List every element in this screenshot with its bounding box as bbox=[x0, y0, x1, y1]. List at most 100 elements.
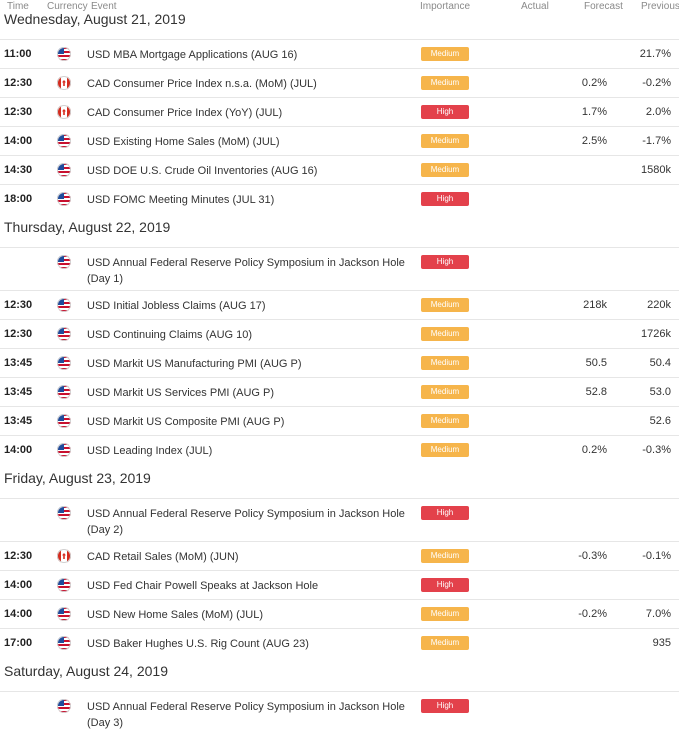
us-flag-icon bbox=[57, 47, 71, 61]
previous-value: 21.7% bbox=[639, 48, 671, 60]
table-row[interactable]: 12:30 CAD Consumer Price Index (YoY) (JUL… bbox=[0, 97, 679, 127]
day-heading-label: Saturday, August 24, 2019 bbox=[4, 663, 168, 679]
table-row[interactable]: 14:00 USD Existing Home Sales (MoM) (JUL)… bbox=[0, 126, 679, 156]
event-name[interactable]: USD Annual Federal Reserve Policy Sympos… bbox=[87, 257, 405, 285]
us-flag-icon bbox=[57, 327, 71, 341]
table-row[interactable]: 13:45 USD Markit US Manufacturing PMI (AU… bbox=[0, 348, 679, 378]
table-row[interactable]: 14:30 USD DOE U.S. Crude Oil Inventories … bbox=[0, 155, 679, 185]
importance-badge: Medium bbox=[421, 356, 469, 370]
event-time: 13:45 bbox=[4, 386, 33, 398]
event-time: 14:00 bbox=[4, 444, 33, 456]
event-time: 13:45 bbox=[4, 357, 33, 369]
event-name[interactable]: USD MBA Mortgage Applications (AUG 16) bbox=[87, 49, 298, 61]
event-time: 14:00 bbox=[4, 608, 33, 620]
us-flag-icon bbox=[57, 385, 71, 399]
forecast-value: -0.3% bbox=[578, 550, 607, 562]
us-flag-icon bbox=[57, 192, 71, 206]
previous-value: 220k bbox=[647, 299, 671, 311]
importance-badge: Medium bbox=[421, 549, 469, 563]
previous-value: -0.3% bbox=[642, 444, 671, 456]
table-row[interactable]: USD Annual Federal Reserve Policy Sympos… bbox=[0, 691, 679, 735]
importance-badge: Medium bbox=[421, 298, 469, 312]
forecast-value: 1.7% bbox=[581, 106, 607, 118]
us-flag-icon bbox=[57, 578, 71, 592]
event-time: 11:00 bbox=[4, 48, 32, 60]
day-heading-label: Thursday, August 22, 2019 bbox=[4, 219, 171, 235]
header-time: Time bbox=[7, 1, 29, 12]
previous-value: 7.0% bbox=[645, 608, 671, 620]
event-name[interactable]: USD Markit US Services PMI (AUG P) bbox=[87, 387, 275, 399]
forecast-value: -0.2% bbox=[578, 608, 607, 620]
us-flag-icon bbox=[57, 356, 71, 370]
event-time: 12:30 bbox=[4, 299, 33, 311]
table-row[interactable]: 11:00 USD MBA Mortgage Applications (AUG … bbox=[0, 39, 679, 69]
header-importance: Importance bbox=[420, 1, 471, 12]
importance-badge: High bbox=[421, 105, 469, 119]
importance-badge: Medium bbox=[421, 327, 469, 341]
event-name[interactable]: CAD Consumer Price Index (YoY) (JUL) bbox=[87, 107, 283, 119]
forecast-value: 218k bbox=[583, 299, 607, 311]
table-row[interactable]: 12:30 USD Continuing Claims (AUG 10) Mediu… bbox=[0, 319, 679, 349]
canada-flag-icon bbox=[57, 105, 71, 119]
previous-value: 1726k bbox=[641, 328, 671, 340]
table-row[interactable]: 14:00 USD New Home Sales (MoM) (JUL) Mediu… bbox=[0, 599, 679, 629]
previous-value: 1580k bbox=[641, 164, 671, 176]
event-name[interactable]: USD Initial Jobless Claims (AUG 17) bbox=[87, 300, 266, 312]
event-name[interactable]: USD Existing Home Sales (MoM) (JUL) bbox=[87, 136, 280, 148]
us-flag-icon bbox=[57, 636, 71, 650]
header-previous: Previous bbox=[641, 1, 679, 12]
header-forecast: Forecast bbox=[584, 1, 623, 12]
importance-badge: High bbox=[421, 506, 469, 520]
table-row[interactable]: 12:30 USD Initial Jobless Claims (AUG 17)… bbox=[0, 290, 679, 320]
previous-value: -0.1% bbox=[642, 550, 671, 562]
importance-badge: Medium bbox=[421, 385, 469, 399]
event-time: 13:45 bbox=[4, 415, 33, 427]
table-row[interactable]: USD Annual Federal Reserve Policy Sympos… bbox=[0, 498, 679, 542]
table-row[interactable]: 13:45 USD Markit US Services PMI (AUG P) M… bbox=[0, 377, 679, 407]
day-heading-label: Wednesday, August 21, 2019 bbox=[4, 11, 186, 27]
importance-badge: High bbox=[421, 578, 469, 592]
event-name[interactable]: USD New Home Sales (MoM) (JUL) bbox=[87, 609, 264, 621]
event-name[interactable]: USD Leading Index (JUL) bbox=[87, 445, 213, 457]
table-row[interactable]: 12:30 CAD Consumer Price Index n.s.a. (Mo… bbox=[0, 68, 679, 98]
event-name[interactable]: USD Fed Chair Powell Speaks at Jackson H… bbox=[87, 580, 319, 592]
table-row[interactable]: USD Annual Federal Reserve Policy Sympos… bbox=[0, 247, 679, 291]
event-name[interactable]: USD Markit US Composite PMI (AUG P) bbox=[87, 416, 285, 428]
event-time: 17:00 bbox=[4, 637, 33, 649]
event-time: 14:00 bbox=[4, 135, 33, 147]
table-row[interactable]: 12:30 CAD Retail Sales (MoM) (JUN) Medium -… bbox=[0, 541, 679, 571]
forecast-value: 52.8 bbox=[585, 386, 607, 398]
importance-badge: High bbox=[421, 192, 469, 206]
event-name[interactable]: USD FOMC Meeting Minutes (JUL 31) bbox=[87, 194, 275, 206]
event-time: 14:00 bbox=[4, 579, 33, 591]
event-name[interactable]: CAD Consumer Price Index n.s.a. (MoM) (J… bbox=[87, 78, 317, 90]
us-flag-icon bbox=[57, 134, 71, 148]
previous-value: -1.7% bbox=[642, 135, 671, 147]
event-time: 12:30 bbox=[4, 77, 33, 89]
event-name[interactable]: USD DOE U.S. Crude Oil Inventories (AUG … bbox=[87, 165, 318, 177]
event-name[interactable]: USD Markit US Manufacturing PMI (AUG P) bbox=[87, 358, 302, 370]
previous-value: -0.2% bbox=[642, 77, 671, 89]
table-row[interactable]: 14:00 USD Fed Chair Powell Speaks at Jack… bbox=[0, 570, 679, 600]
event-name[interactable]: USD Annual Federal Reserve Policy Sympos… bbox=[87, 701, 405, 729]
canada-flag-icon bbox=[57, 76, 71, 90]
event-name[interactable]: USD Continuing Claims (AUG 10) bbox=[87, 329, 253, 341]
event-name[interactable]: USD Annual Federal Reserve Policy Sympos… bbox=[87, 508, 405, 536]
event-name[interactable]: USD Baker Hughes U.S. Rig Count (AUG 23) bbox=[87, 638, 309, 650]
event-name[interactable]: CAD Retail Sales (MoM) (JUN) bbox=[87, 551, 239, 563]
table-row[interactable]: 18:00 USD FOMC Meeting Minutes (JUL 31) Hi… bbox=[0, 184, 679, 214]
importance-badge: Medium bbox=[421, 76, 469, 90]
previous-value: 50.4 bbox=[649, 357, 671, 369]
table-row[interactable]: 14:00 USD Leading Index (JUL) Medium 0.2% -0… bbox=[0, 435, 679, 465]
table-row[interactable]: 13:45 USD Markit US Composite PMI (AUG P)… bbox=[0, 406, 679, 436]
event-time: 12:30 bbox=[4, 328, 33, 340]
header-actual: Actual bbox=[521, 1, 549, 12]
event-time: 12:30 bbox=[4, 106, 33, 118]
us-flag-icon bbox=[57, 443, 71, 457]
table-row[interactable]: 17:00 USD Baker Hughes U.S. Rig Count (AU… bbox=[0, 628, 679, 658]
us-flag-icon bbox=[57, 255, 71, 269]
day-heading: Friday, August 23, 2019 bbox=[0, 464, 679, 498]
importance-badge: High bbox=[421, 255, 469, 269]
importance-badge: Medium bbox=[421, 134, 469, 148]
canada-flag-icon bbox=[57, 549, 71, 563]
